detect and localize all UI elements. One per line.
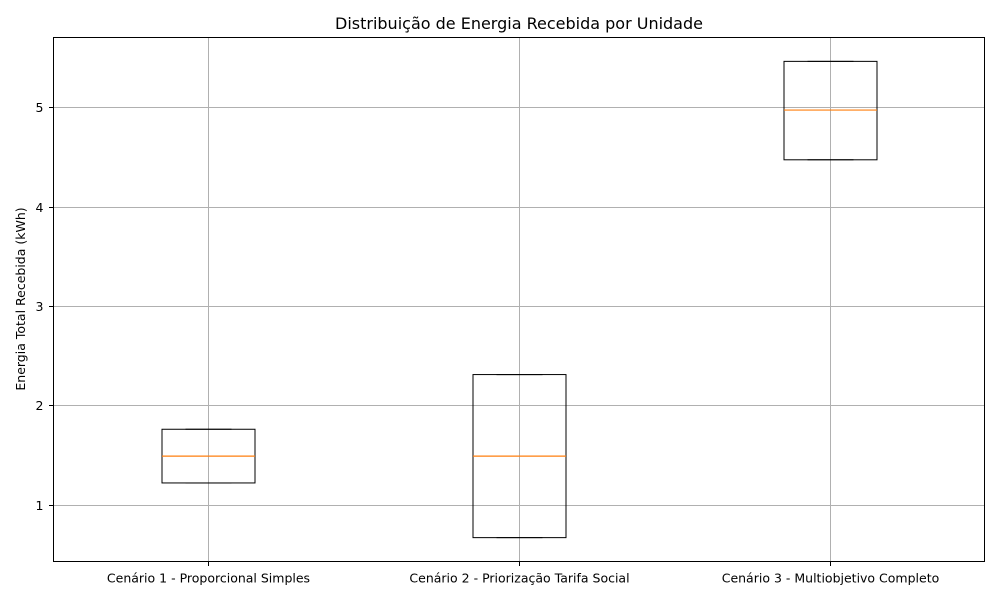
y-tick-label: 1 (36, 498, 44, 513)
grid-layer (53, 37, 985, 562)
y-tick-label: 5 (36, 100, 44, 115)
y-tick-label: 2 (36, 398, 44, 413)
box-layer (161, 60, 878, 539)
y-axis-label: Energia Total Recebida (kWh) (13, 207, 28, 390)
y-tick-label: 4 (36, 200, 44, 215)
chart-title: Distribuição de Energia Recebida por Uni… (335, 14, 703, 33)
x-tick-label: Cenário 2 - Priorização Tarifa Social (409, 571, 629, 586)
tick-layer: Cenário 1 - Proporcional Simples Cenário … (36, 100, 940, 586)
x-tick-label: Cenário 1 - Proporcional Simples (107, 571, 310, 586)
x-tick-label: Cenário 3 - Multiobjetivo Completo (722, 571, 940, 586)
y-tick-label: 3 (36, 299, 44, 314)
